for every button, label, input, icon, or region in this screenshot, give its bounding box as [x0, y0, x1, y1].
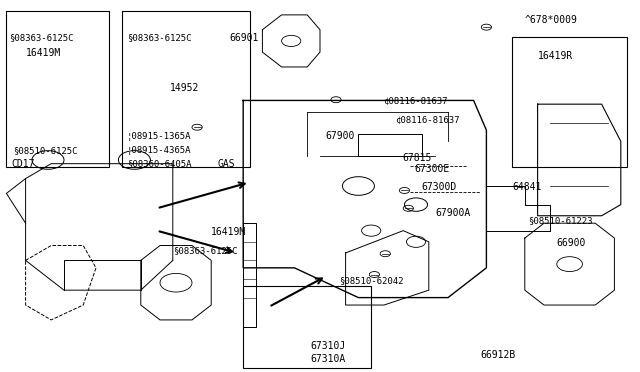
Text: 16419R: 16419R — [538, 51, 573, 61]
Text: 16419M: 16419M — [211, 227, 246, 237]
Bar — [122, 11, 250, 167]
Text: §08363-6125C: §08363-6125C — [10, 33, 74, 42]
Text: 67900A: 67900A — [435, 208, 470, 218]
Text: §08360-6405A: §08360-6405A — [127, 159, 191, 168]
Text: 66912B: 66912B — [480, 350, 515, 360]
Text: §08510-61223: §08510-61223 — [528, 217, 593, 225]
Text: 67900: 67900 — [325, 131, 355, 141]
Text: §08510-62042: §08510-62042 — [339, 276, 404, 285]
Text: ¢08116-81637: ¢08116-81637 — [396, 116, 460, 125]
Text: 67815: 67815 — [402, 153, 431, 163]
Text: 16419M: 16419M — [26, 48, 61, 58]
Text: ¢08116-81637: ¢08116-81637 — [383, 97, 447, 106]
Text: 67300E: 67300E — [415, 164, 450, 174]
Text: 67310J: 67310J — [310, 341, 346, 352]
Text: §08510-6125C: §08510-6125C — [13, 146, 77, 155]
Text: 66900: 66900 — [557, 238, 586, 248]
Text: 67310A: 67310A — [310, 354, 346, 364]
Text: 66901: 66901 — [229, 33, 259, 44]
Bar — [358, 134, 422, 156]
Text: §08363-6125C: §08363-6125C — [173, 246, 237, 255]
Bar — [243, 286, 371, 368]
Text: §08363-6125C: §08363-6125C — [127, 33, 191, 42]
Text: ¦08915-4365A: ¦08915-4365A — [127, 146, 191, 155]
Text: ^678*0009: ^678*0009 — [525, 15, 578, 25]
Bar — [512, 37, 627, 167]
Text: 67300D: 67300D — [421, 182, 456, 192]
Text: 14952: 14952 — [170, 83, 199, 93]
Text: 64841: 64841 — [512, 182, 541, 192]
Text: CD17: CD17 — [12, 159, 35, 169]
Text: ¦08915-1365A: ¦08915-1365A — [127, 132, 191, 141]
Text: GAS: GAS — [218, 159, 236, 169]
Bar — [6, 11, 109, 167]
